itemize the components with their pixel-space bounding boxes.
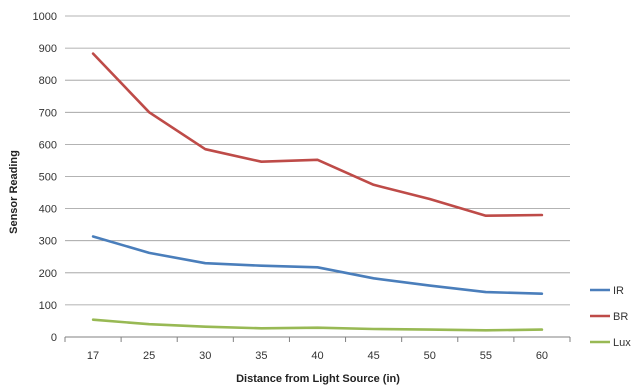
y-tick-label: 0 [51, 332, 57, 344]
series-line-br [91, 52, 544, 217]
x-tick-label: 17 [87, 350, 99, 362]
x-tick-label: 55 [480, 350, 492, 362]
x-tick-label: 60 [536, 350, 548, 362]
y-axis-ticks: 0 100 200 300 400 500 600 700 800 900 1000 [33, 11, 57, 344]
y-tick-label: 1000 [33, 11, 57, 23]
x-tick-label: 30 [199, 350, 211, 362]
series-line-ir [91, 235, 544, 296]
legend: IR BR Lux [590, 285, 631, 349]
y-tick-label: 200 [39, 268, 57, 280]
legend-label-lux: Lux [613, 337, 631, 349]
legend-label-ir: IR [613, 285, 624, 297]
x-tick-label: 25 [143, 350, 155, 362]
y-tick-label: 300 [39, 236, 57, 248]
x-axis-ticks: 17 25 30 35 40 45 50 55 60 [64, 337, 571, 362]
x-tick-label: 40 [311, 350, 323, 362]
x-tick-label: 50 [424, 350, 436, 362]
y-tick-label: 400 [39, 204, 57, 216]
y-tick-label: 600 [39, 139, 57, 151]
y-tick-label: 900 [39, 43, 57, 55]
y-tick-label: 100 [39, 300, 57, 312]
y-axis-title: Sensor Reading [8, 150, 20, 234]
series-lines [91, 52, 544, 332]
y-tick-label: 500 [39, 172, 57, 184]
y-tick-label: 800 [39, 75, 57, 87]
legend-label-br: BR [613, 311, 628, 323]
y-tick-label: 700 [39, 107, 57, 119]
series-line-lux [91, 318, 544, 332]
x-tick-label: 35 [255, 350, 267, 362]
x-tick-label: 45 [367, 350, 379, 362]
x-axis-title: Distance from Light Source (in) [236, 373, 400, 385]
